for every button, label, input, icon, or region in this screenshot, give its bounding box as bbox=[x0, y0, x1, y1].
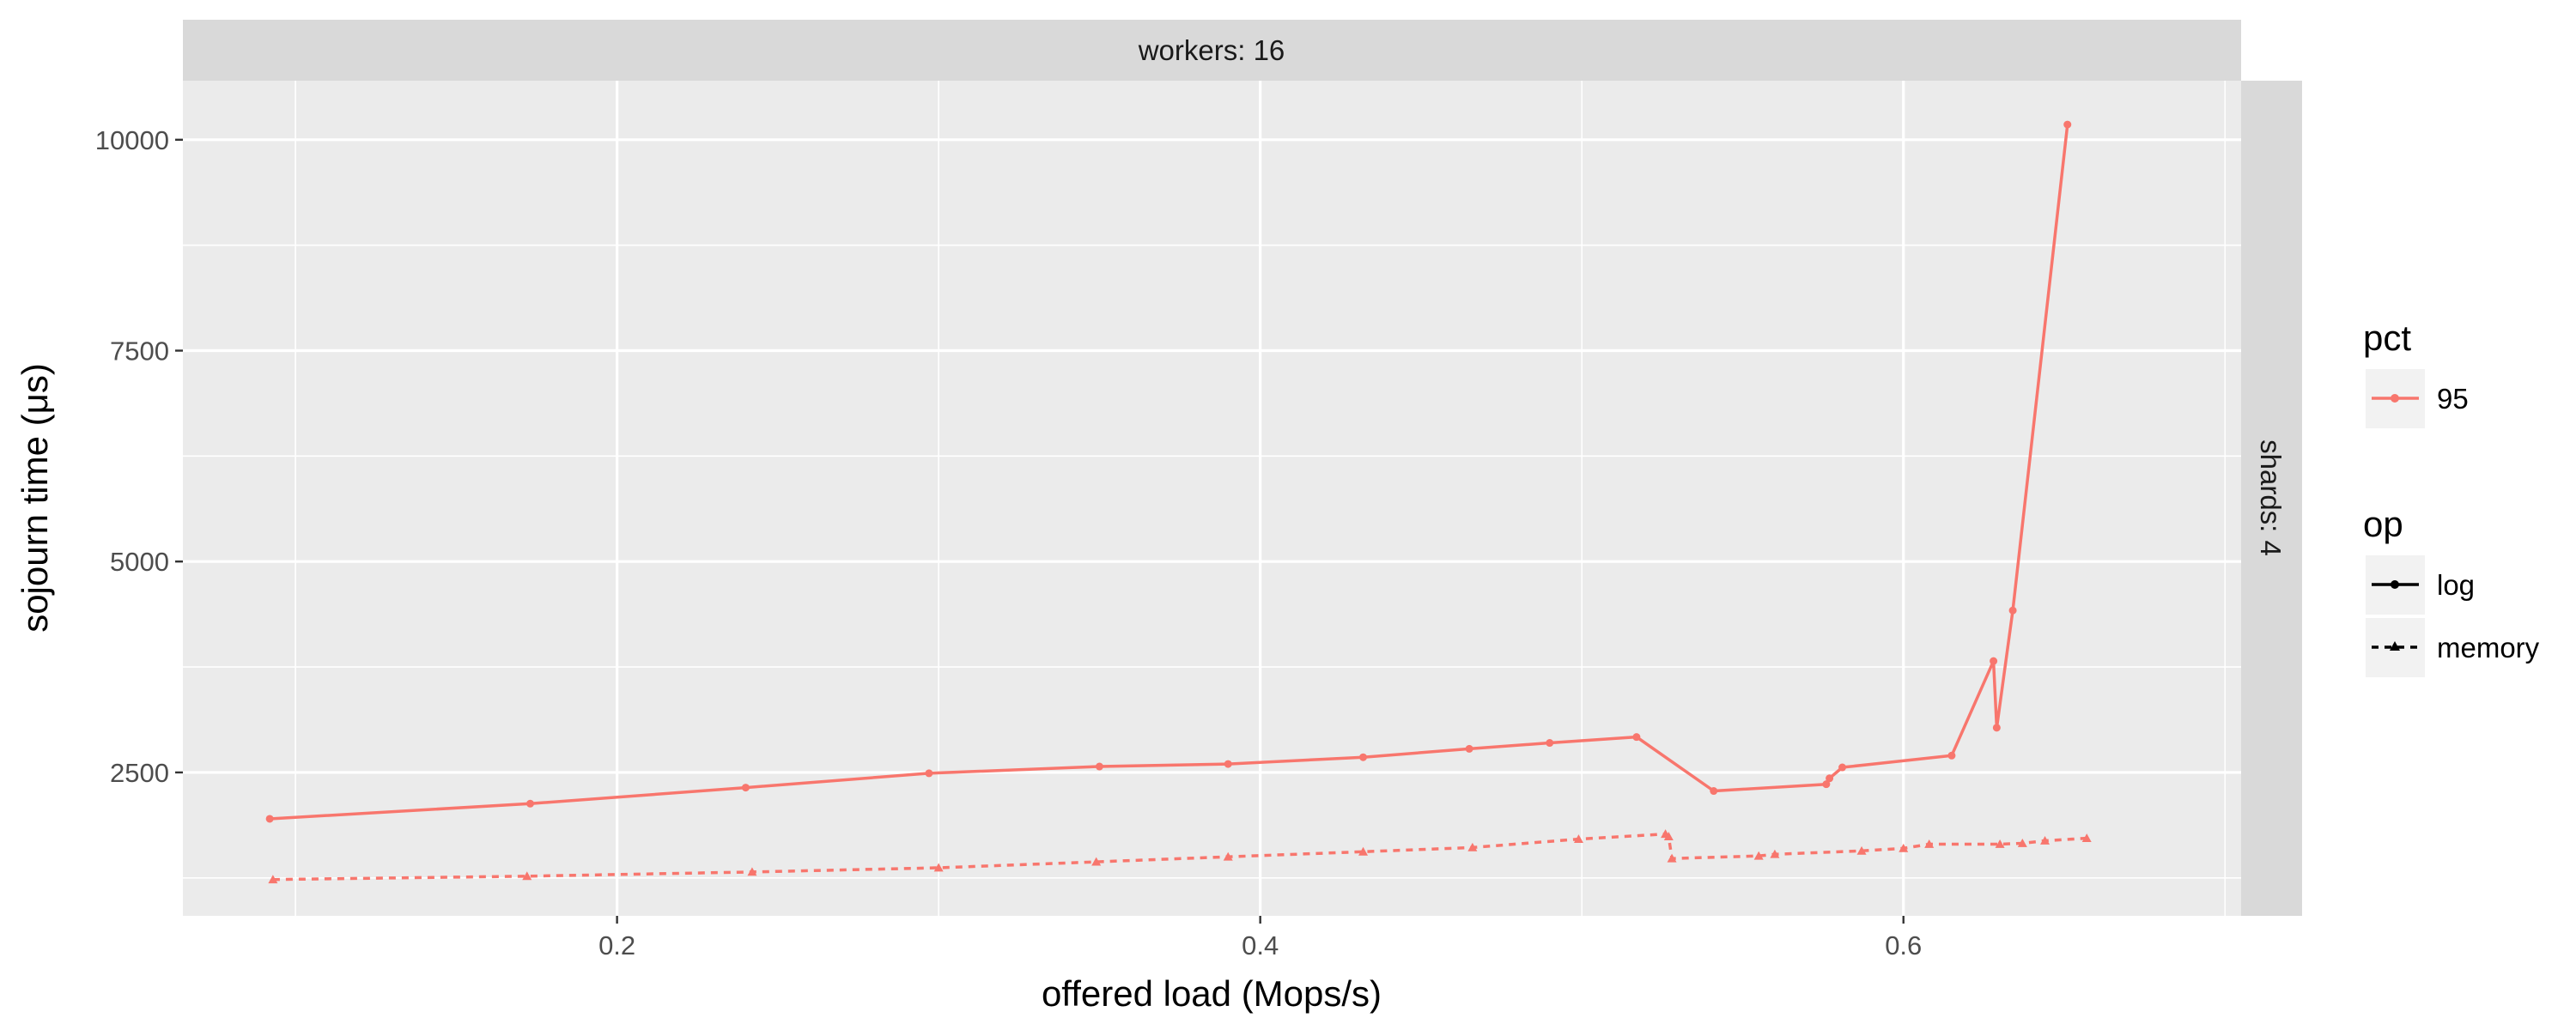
data-point-memory bbox=[2017, 838, 2027, 847]
legend-op-memory-key-marker bbox=[2390, 641, 2400, 651]
y-tick-label: 5000 bbox=[110, 547, 169, 577]
data-point-memory bbox=[1663, 832, 1674, 841]
y-tick-label: 10000 bbox=[95, 125, 169, 155]
data-point-memory bbox=[268, 875, 278, 884]
data-point-log bbox=[1838, 763, 1847, 772]
series-layer bbox=[265, 120, 2092, 884]
y-axis-title: sojourn time (μs) bbox=[15, 363, 55, 633]
panel-background bbox=[183, 81, 2241, 916]
data-point-log bbox=[1632, 733, 1641, 742]
data-point-memory bbox=[1770, 849, 1780, 858]
strip-right-label: shards: 4 bbox=[2255, 439, 2287, 556]
grid-major bbox=[183, 81, 2241, 916]
data-point-memory bbox=[1924, 839, 1935, 848]
strip-top-label: workers: 16 bbox=[1138, 34, 1285, 66]
data-point-log bbox=[1095, 762, 1103, 771]
strip-right-background bbox=[2241, 81, 2302, 916]
legend: pct 95 op log memory bbox=[2363, 318, 2540, 677]
data-point-memory bbox=[1223, 851, 1233, 861]
data-point-log bbox=[741, 784, 750, 792]
data-point-memory bbox=[1358, 846, 1369, 856]
data-point-memory bbox=[2040, 836, 2050, 845]
data-point-memory bbox=[1573, 834, 1583, 843]
data-point-memory bbox=[522, 871, 532, 881]
x-tick-label: 0.6 bbox=[1885, 930, 1922, 960]
data-point-log bbox=[1359, 753, 1368, 761]
data-point-log bbox=[2063, 120, 2072, 129]
data-point-log bbox=[1710, 787, 1718, 796]
data-point-memory bbox=[1995, 839, 2005, 848]
y-tick-label: 2500 bbox=[110, 758, 169, 788]
data-point-log bbox=[1947, 751, 1956, 760]
data-point-log bbox=[1224, 760, 1232, 768]
data-point-memory bbox=[1856, 845, 1867, 855]
data-point-memory bbox=[747, 867, 757, 876]
data-point-log bbox=[925, 769, 933, 778]
x-axis-title: offered load (Mops/s) bbox=[1042, 973, 1382, 1014]
data-point-memory bbox=[1667, 853, 1677, 863]
legend-op-log-key-marker bbox=[2391, 580, 2399, 589]
x-tick-label: 0.2 bbox=[598, 930, 635, 960]
data-point-log bbox=[1546, 739, 1554, 748]
data-point-memory bbox=[1753, 851, 1764, 860]
data-point-log bbox=[1826, 774, 1834, 783]
legend-op-title: op bbox=[2363, 504, 2403, 544]
legend-pct-label: 95 bbox=[2437, 383, 2469, 415]
data-point-log bbox=[265, 815, 274, 823]
data-point-memory bbox=[1899, 843, 1909, 852]
data-point-log bbox=[1990, 657, 1998, 665]
y-tick-label: 7500 bbox=[110, 336, 169, 367]
data-point-log bbox=[526, 799, 534, 808]
data-point-log bbox=[1465, 744, 1473, 753]
data-point-memory bbox=[933, 863, 944, 872]
legend-op-log-label: log bbox=[2437, 569, 2475, 601]
data-point-log bbox=[1822, 780, 1831, 789]
data-point-memory bbox=[1467, 842, 1478, 851]
data-point-memory bbox=[1091, 857, 1102, 866]
y-axis: 2500 5000 7500 10000 bbox=[95, 125, 183, 788]
legend-pct-title: pct bbox=[2363, 318, 2411, 358]
strip-top-background bbox=[183, 20, 2241, 81]
legend-pct-key-marker bbox=[2391, 394, 2399, 403]
legend-op-memory-label: memory bbox=[2437, 632, 2540, 663]
data-point-log bbox=[1992, 724, 2001, 732]
x-axis: 0.2 0.4 0.6 bbox=[598, 916, 1922, 960]
data-point-memory bbox=[2081, 833, 2092, 842]
data-point-log bbox=[2008, 606, 2017, 615]
x-tick-label: 0.4 bbox=[1242, 930, 1279, 960]
